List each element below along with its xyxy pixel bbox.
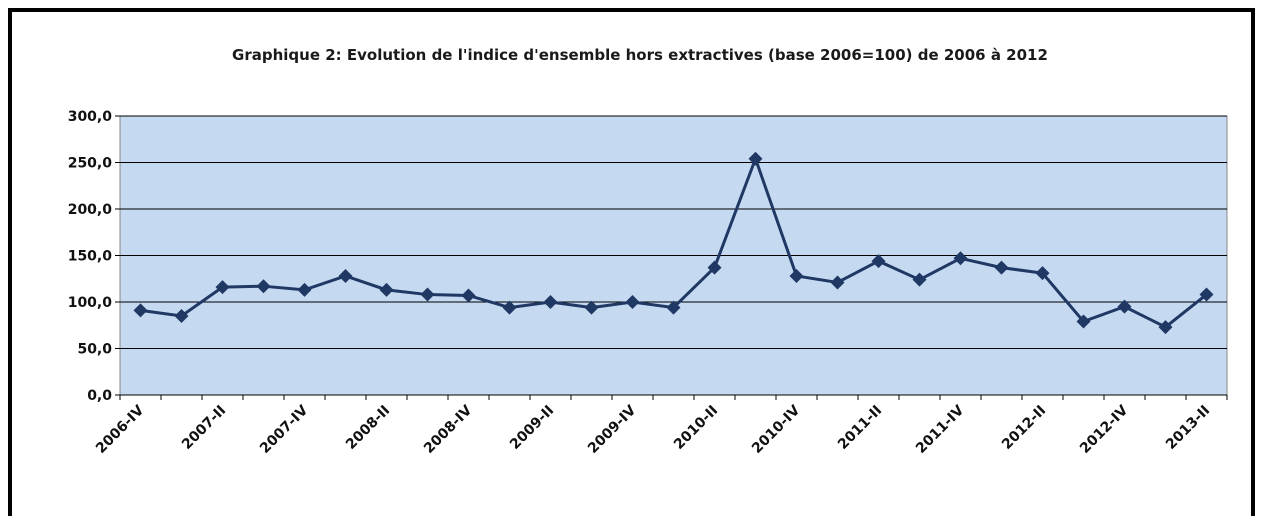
y-tick-label: 150,0 <box>68 249 113 265</box>
point-marker <box>666 300 681 315</box>
point-marker <box>994 260 1009 275</box>
point-marker <box>256 279 271 294</box>
point-marker <box>748 151 763 166</box>
point-marker <box>297 282 312 297</box>
chart-title: Graphique 2: Evolution de l'indice d'ens… <box>232 46 1048 64</box>
y-tick-label: 0,0 <box>87 388 112 404</box>
point-marker <box>502 300 517 315</box>
point-marker <box>215 280 230 295</box>
point-marker <box>461 288 476 303</box>
y-tick-label: 250,0 <box>68 156 113 172</box>
point-marker <box>133 303 148 318</box>
point-marker <box>1035 266 1050 281</box>
point-marker <box>871 254 886 269</box>
point-marker <box>1117 299 1132 314</box>
point-marker <box>707 260 722 275</box>
point-marker <box>1158 320 1173 335</box>
y-tick-label: 200,0 <box>68 202 113 218</box>
point-marker <box>174 308 189 323</box>
y-tick-label: 300,0 <box>68 109 113 125</box>
point-marker <box>379 282 394 297</box>
point-marker <box>420 287 435 302</box>
point-marker <box>1199 287 1214 302</box>
point-marker <box>789 268 804 283</box>
y-tick-label: 50,0 <box>77 342 112 358</box>
y-tick-label: 100,0 <box>68 295 113 311</box>
point-marker <box>543 295 558 309</box>
point-marker <box>912 272 927 287</box>
point-marker <box>584 300 599 315</box>
point-marker <box>830 275 845 290</box>
point-marker <box>953 251 968 266</box>
point-marker <box>1076 314 1091 329</box>
point-marker <box>625 295 640 309</box>
point-marker <box>338 268 353 283</box>
